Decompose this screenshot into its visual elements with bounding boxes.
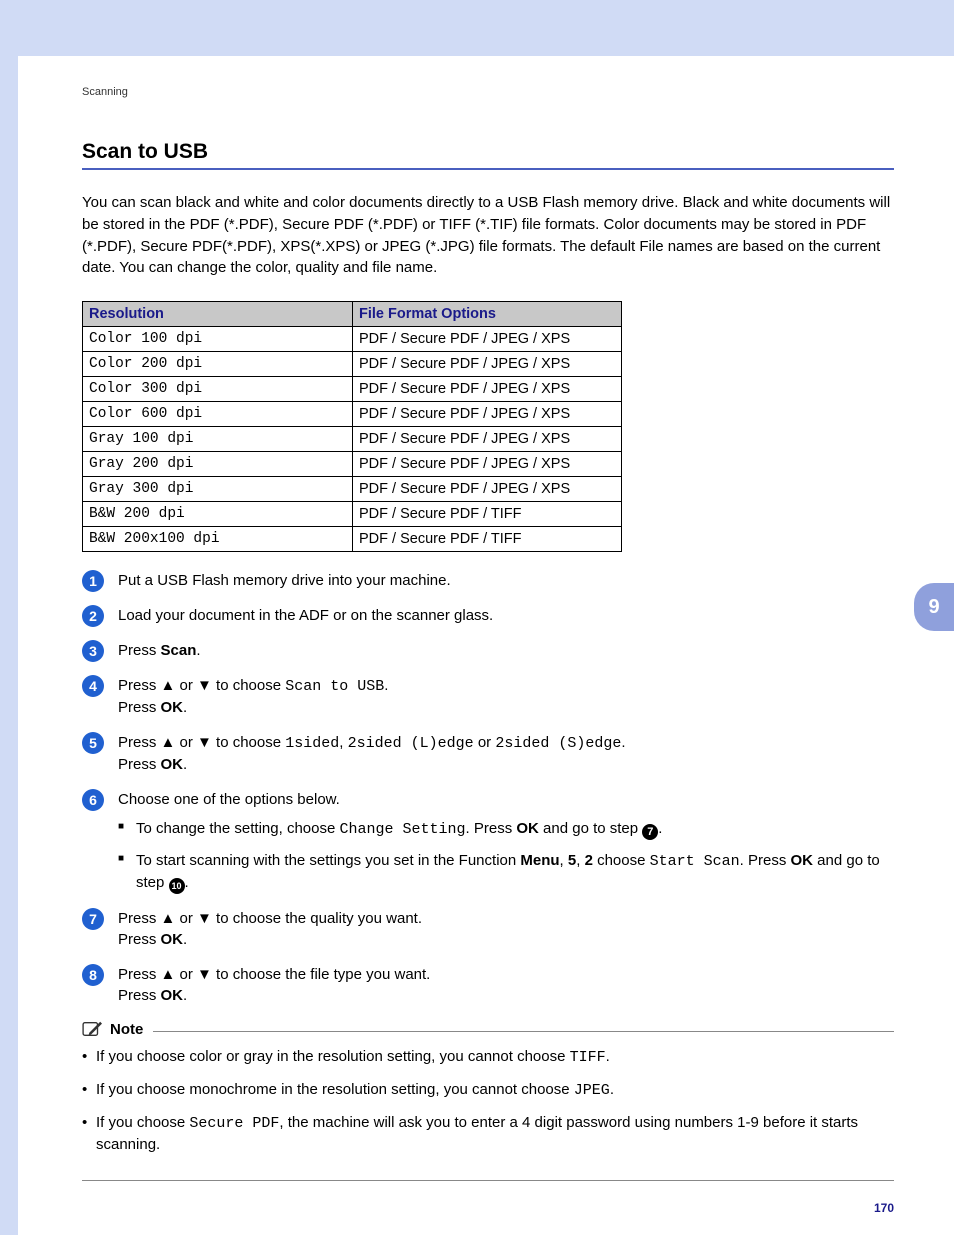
note-block: Note If you choose color or gray in the … [82,1020,894,1181]
step-3: Press Scan. [82,640,894,661]
page-content: Scanning Scan to USB You can scan black … [18,56,954,1181]
table-row: Color 300 dpiPDF / Secure PDF / JPEG / X… [83,377,622,402]
note-item: If you choose monochrome in the resoluti… [82,1079,894,1102]
table-row: Color 600 dpiPDF / Secure PDF / JPEG / X… [83,402,622,427]
step-1: Put a USB Flash memory drive into your m… [82,570,894,591]
page-number: 170 [874,1201,894,1215]
table-row: B&W 200x100 dpiPDF / Secure PDF / TIFF [83,527,622,552]
step-2: Load your document in the ADF or on the … [82,605,894,626]
intro-paragraph: You can scan black and white and color d… [82,192,894,279]
step-6-option-a: To change the setting, choose Change Set… [118,818,894,840]
table-row: Gray 100 dpiPDF / Secure PDF / JPEG / XP… [83,427,622,452]
table-row: Gray 300 dpiPDF / Secure PDF / JPEG / XP… [83,477,622,502]
chapter-label: Scanning [82,86,894,98]
note-item: If you choose color or gray in the resol… [82,1046,894,1069]
col-file-format: File Format Options [353,302,622,327]
step-7: Press ▲ or ▼ to choose the quality you w… [82,908,894,950]
note-item: If you choose Secure PDF, the machine wi… [82,1112,894,1157]
step-4: Press ▲ or ▼ to choose Scan to USB. Pres… [82,675,894,718]
table-row: Gray 200 dpiPDF / Secure PDF / JPEG / XP… [83,452,622,477]
col-resolution: Resolution [83,302,353,327]
chapter-tab: 9 [914,583,954,631]
section-title: Scan to USB [82,140,894,170]
note-pencil-icon [82,1020,104,1038]
table-row: Color 100 dpiPDF / Secure PDF / JPEG / X… [83,327,622,352]
step-6-options: To change the setting, choose Change Set… [118,818,894,894]
step-8: Press ▲ or ▼ to choose the file type you… [82,964,894,1006]
step-5: Press ▲ or ▼ to choose 1sided, 2sided (L… [82,732,894,775]
step-list: Put a USB Flash memory drive into your m… [82,570,894,1006]
ref-step-10-icon: 10 [169,878,185,894]
ref-step-7-icon: 7 [642,824,658,840]
top-banner [0,0,954,56]
note-title: Note [110,1021,143,1038]
left-banner [0,56,18,1235]
table-row: B&W 200 dpiPDF / Secure PDF / TIFF [83,502,622,527]
step-6-option-b: To start scanning with the settings you … [118,850,894,894]
step-6: Choose one of the options below. To chan… [82,789,894,894]
note-list: If you choose color or gray in the resol… [82,1046,894,1156]
format-table: Resolution File Format Options Color 100… [82,301,622,552]
table-row: Color 200 dpiPDF / Secure PDF / JPEG / X… [83,352,622,377]
